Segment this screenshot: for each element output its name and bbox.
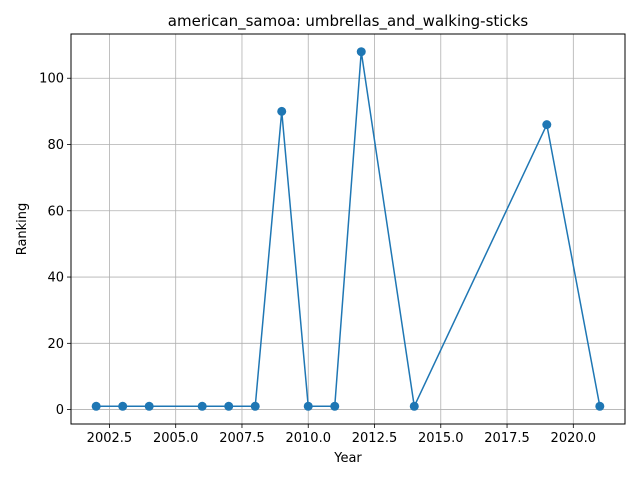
data-point — [224, 401, 234, 411]
data-point — [91, 401, 101, 411]
data-point — [144, 401, 154, 411]
chart-title: american_samoa: umbrellas_and_walking-st… — [168, 12, 529, 31]
x-tick-label: 2002.5 — [87, 431, 133, 446]
data-point — [409, 401, 419, 411]
x-tick-label: 2005.0 — [153, 431, 199, 446]
data-point — [197, 401, 207, 411]
y-tick-label: 100 — [39, 72, 64, 87]
y-tick-label: 20 — [47, 337, 64, 352]
data-point — [118, 401, 128, 411]
plot-frame — [70, 33, 626, 425]
data-point — [330, 401, 340, 411]
x-tick-label: 2007.5 — [219, 431, 265, 446]
y-axis-label: Ranking — [15, 203, 30, 256]
y-axis-ticks: 0 20 40 60 80 100 — [39, 72, 71, 418]
x-tick-label: 2015.0 — [418, 431, 464, 446]
x-axis-ticks: 2002.5 2005.0 2007.5 2010.0 2012.5 2015.0 2017… — [87, 424, 596, 446]
y-tick-label: 0 — [56, 403, 64, 418]
series-layer — [91, 47, 605, 411]
data-point — [277, 106, 287, 116]
data-point — [250, 401, 260, 411]
x-tick-label: 2017.5 — [484, 431, 530, 446]
x-tick-label: 2012.5 — [352, 431, 398, 446]
data-point — [356, 47, 366, 57]
grid — [71, 34, 625, 424]
data-point — [595, 401, 605, 411]
x-tick-label: 2010.0 — [285, 431, 331, 446]
y-tick-label: 80 — [47, 138, 64, 153]
y-tick-label: 60 — [47, 204, 64, 219]
data-point — [542, 120, 552, 130]
data-point — [303, 401, 313, 411]
x-axis-label: Year — [333, 451, 362, 466]
x-tick-label: 2020.0 — [551, 431, 597, 446]
y-tick-label: 40 — [47, 271, 64, 286]
